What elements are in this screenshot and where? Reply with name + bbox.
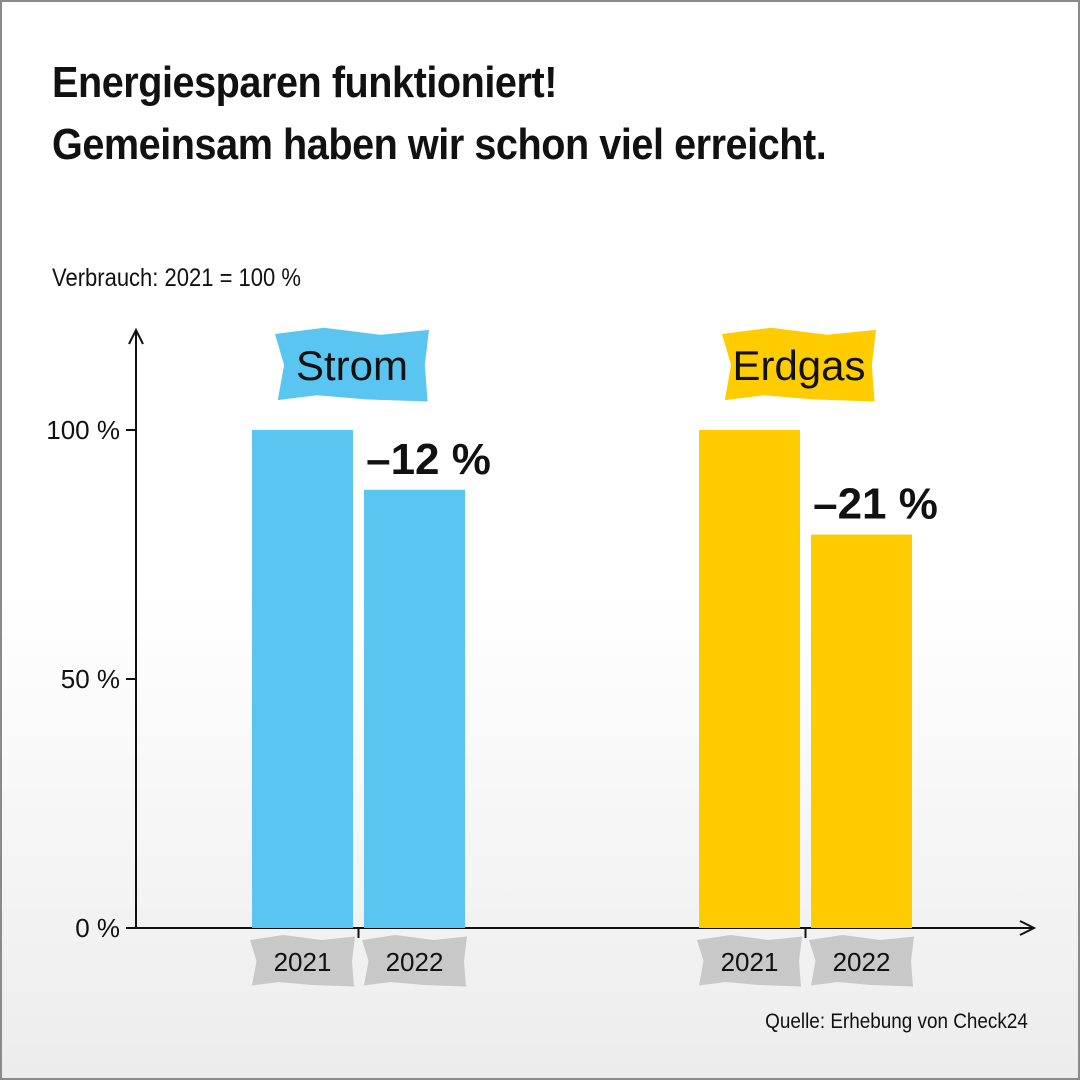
bar xyxy=(811,534,912,928)
bar xyxy=(252,430,353,928)
change-label: –12 % xyxy=(366,435,491,484)
x-tick-label: 2021 xyxy=(721,947,779,977)
title-line-2: Gemeinsam haben wir schon viel erreicht. xyxy=(52,120,827,169)
x-tick-label: 2021 xyxy=(274,947,332,977)
category-label: Erdgas xyxy=(732,342,865,389)
x-tick-label: 2022 xyxy=(833,947,891,977)
source-note: Quelle: Erhebung von Check24 xyxy=(765,1010,1028,1033)
category-highlight xyxy=(722,327,876,402)
year-tag xyxy=(362,935,467,987)
category-label: Strom xyxy=(296,342,408,389)
chart-subtitle: Verbrauch: 2021 = 100 % xyxy=(52,264,301,292)
y-tick-label: 50 % xyxy=(61,664,120,694)
change-label: –21 % xyxy=(813,480,938,529)
year-tag xyxy=(697,935,802,987)
category-highlight xyxy=(275,327,429,402)
bar xyxy=(699,430,800,928)
title-line-1: Energiesparen funktioniert! xyxy=(52,58,557,107)
y-tick-label: 0 % xyxy=(75,913,120,943)
year-tag xyxy=(809,935,914,987)
x-axis-arrow xyxy=(1019,920,1037,936)
y-tick-label: 100 % xyxy=(46,415,120,445)
x-tick-label: 2022 xyxy=(386,947,444,977)
y-axis-arrow xyxy=(128,327,144,345)
year-tag xyxy=(250,935,355,987)
bar xyxy=(364,489,465,928)
chart-title: Energiesparen funktioniert! Gemeinsam ha… xyxy=(52,52,827,176)
